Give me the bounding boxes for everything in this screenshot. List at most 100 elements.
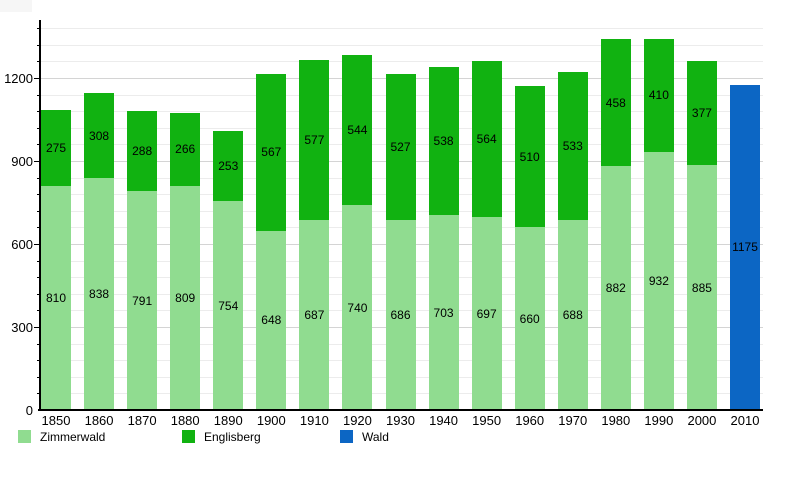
y-axis-label: 1200: [4, 70, 33, 86]
bar-segment-englisberg: 577: [299, 60, 330, 220]
bar-value-label: 688: [562, 307, 583, 322]
y-gridline: [40, 61, 763, 63]
bar-value-label: 564: [476, 132, 497, 147]
bar-value-label: 882: [605, 280, 626, 295]
bar-value-label: 754: [218, 298, 239, 313]
legend-swatch-englisberg: [182, 430, 195, 443]
y-axis-tick: [37, 144, 40, 146]
bar-segment-englisberg: 538: [428, 66, 459, 216]
x-axis-label: 1890: [213, 413, 243, 428]
bar-segment-englisberg: 308: [84, 92, 115, 179]
bar-segment-englisberg: 567: [256, 73, 287, 231]
bar-value-label: 275: [45, 140, 67, 155]
x-axis-label: 1990: [644, 413, 674, 428]
x-axis-label: 1980: [601, 413, 631, 428]
y-axis-tick: [34, 243, 40, 245]
bar-segment-englisberg: 266: [170, 112, 201, 187]
bar-segment-zimmerwald: 697: [471, 217, 502, 410]
bar-segment-zimmerwald: 754: [213, 201, 244, 410]
bar-value-label: 527: [390, 140, 411, 155]
bar-value-label: 253: [218, 159, 239, 174]
bar-segment-zimmerwald: 932: [643, 152, 674, 410]
x-axis-label: 1970: [558, 413, 588, 428]
bar-value-label: 791: [132, 293, 153, 308]
bar-segment-zimmerwald: 838: [84, 178, 115, 410]
x-axis-label: 2010: [730, 413, 760, 428]
legend-swatch-zimmerwald: [18, 430, 31, 443]
y-gridline: [40, 44, 763, 46]
y-axis-tick: [37, 260, 40, 262]
x-axis-label: 1920: [342, 413, 372, 428]
y-axis-tick: [37, 44, 40, 46]
bar-value-label: 266: [175, 142, 196, 157]
corner-artifact: [0, 0, 32, 12]
bar-segment-englisberg: 377: [686, 60, 717, 166]
bar-value-label: 687: [304, 307, 325, 322]
bar-segment-zimmerwald: 885: [686, 165, 717, 410]
legend: Zimmerwald Englisberg Wald: [0, 430, 795, 446]
bar-segment-englisberg: 527: [385, 74, 416, 221]
y-axis-tick: [37, 360, 40, 362]
y-axis-tick: [37, 210, 40, 212]
legend-label: Wald: [362, 430, 389, 444]
y-axis-tick: [37, 310, 40, 312]
y-axis-tick: [37, 227, 40, 229]
x-axis-label: 1900: [256, 413, 286, 428]
bar-segment-zimmerwald: 882: [600, 165, 631, 410]
y-axis-tick: [37, 194, 40, 196]
bar-segment-englisberg: 288: [127, 111, 158, 192]
bar-segment-englisberg: 458: [600, 39, 631, 166]
bar-value-label: 703: [433, 305, 454, 320]
y-axis-tick: [37, 111, 40, 113]
bar-segment-englisberg: 275: [41, 109, 71, 186]
bar-value-label: 533: [562, 138, 583, 153]
bar-value-label: 567: [261, 145, 282, 160]
y-axis-tick: [37, 376, 40, 378]
bar-segment-englisberg: 564: [471, 61, 502, 218]
y-axis-label: 300: [11, 319, 33, 335]
y-axis-tick: [34, 160, 40, 162]
bar-value-label: 377: [691, 105, 712, 120]
x-axis-label: 1910: [299, 413, 329, 428]
legend-label: Englisberg: [204, 430, 261, 444]
bar-value-label: 932: [648, 274, 669, 289]
bar-value-label: 810: [45, 290, 67, 305]
y-axis-tick: [37, 343, 40, 345]
bar-segment-zimmerwald: 660: [514, 227, 545, 410]
bar-segment-zimmerwald: 688: [557, 219, 588, 410]
bar-segment-zimmerwald: 740: [342, 205, 373, 410]
bar-segment-zimmerwald: 809: [170, 186, 201, 410]
y-axis: [39, 20, 41, 410]
bar-segment-englisberg: 510: [514, 86, 545, 228]
bar-segment-zimmerwald: 703: [428, 215, 459, 410]
y-axis-tick: [37, 94, 40, 96]
y-gridline: [40, 28, 763, 30]
y-axis-tick: [37, 61, 40, 63]
x-axis-label: 1930: [386, 413, 415, 428]
x-axis-label: 1950: [472, 413, 502, 428]
x-axis: [38, 409, 763, 411]
bar-value-label: 288: [132, 144, 153, 159]
x-axis-label: 1870: [127, 413, 157, 428]
y-axis-label: 600: [11, 236, 33, 252]
x-axis-label: 1850: [41, 413, 71, 428]
bar-segment-zimmerwald: 686: [385, 220, 416, 410]
bar-value-label: 538: [433, 134, 454, 149]
bar-value-label: 660: [519, 311, 540, 326]
bar-value-label: 544: [347, 122, 368, 137]
y-axis-label: 900: [11, 153, 33, 169]
bar-segment-zimmerwald: 791: [127, 191, 158, 410]
bar-value-label: 1175: [732, 240, 758, 255]
y-axis-tick: [37, 127, 40, 129]
y-axis-tick: [37, 177, 40, 179]
bar-value-label: 648: [261, 313, 282, 328]
bar-value-label: 308: [89, 128, 110, 143]
bar-segment-zimmerwald: 687: [299, 219, 330, 410]
x-axis-label: 2000: [687, 413, 717, 428]
x-axis-label: 1940: [429, 413, 459, 428]
y-axis-tick: [37, 393, 40, 395]
legend-label: Zimmerwald: [40, 430, 106, 444]
bar-value-label: 838: [89, 287, 110, 302]
bar-segment-zimmerwald: 810: [41, 185, 71, 410]
